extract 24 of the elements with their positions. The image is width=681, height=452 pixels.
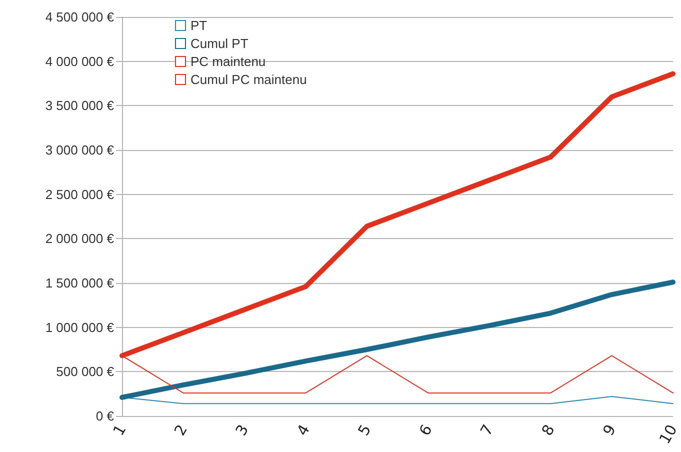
y-tick-label: 1 000 000 € (45, 320, 115, 335)
y-tick-label: 2 500 000 € (45, 186, 115, 202)
y-tick-label: 500 000 € (56, 364, 115, 380)
x-tick-label: 8 (538, 422, 558, 439)
x-tick-label: 3 (232, 422, 252, 439)
x-tick-label: 10 (656, 422, 681, 448)
legend-label: PC maintenu (190, 54, 266, 69)
y-tick-label: 1 500 000 € (45, 276, 115, 290)
y-tick-label: 3 000 000 € (45, 142, 115, 158)
y-tick-label: 4 000 000 € (45, 54, 115, 69)
x-tick-label: 1 (109, 422, 130, 439)
x-tick-label: 9 (599, 422, 620, 439)
x-tick-label: 5 (354, 422, 375, 439)
y-tick-label: 3 500 000 € (45, 98, 115, 114)
x-tick-label: 2 (170, 422, 192, 439)
legend-label: PT (190, 18, 208, 33)
legend-label: Cumul PT (190, 36, 248, 51)
y-tick-label: 0 € (96, 408, 115, 424)
y-tick-label: 4 500 000 € (45, 10, 115, 24)
x-tick-label: 7 (476, 422, 498, 439)
x-tick-label: 6 (416, 422, 436, 439)
x-tick-label: 4 (293, 422, 314, 439)
y-tick-label: 2 000 000 € (45, 231, 115, 246)
legend-label: Cumul PC maintenu (190, 72, 307, 87)
